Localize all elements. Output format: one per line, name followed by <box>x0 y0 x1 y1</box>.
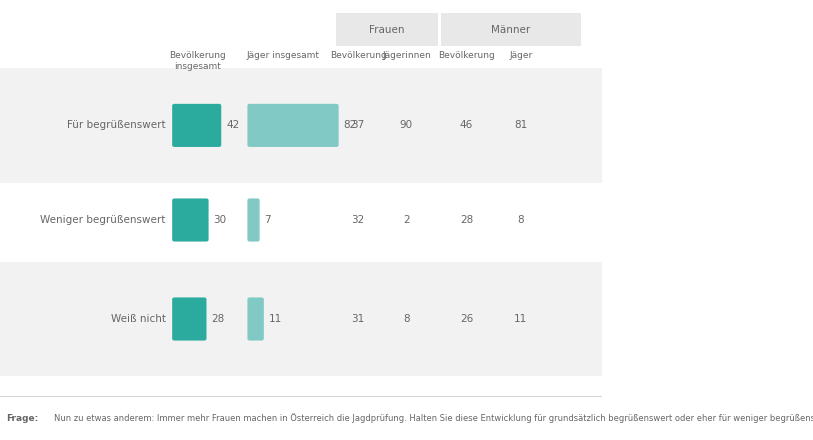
Text: 2: 2 <box>403 215 410 225</box>
FancyBboxPatch shape <box>247 297 264 341</box>
Text: 8: 8 <box>517 215 524 225</box>
Text: Frage:: Frage: <box>6 414 38 422</box>
Text: 11: 11 <box>268 314 282 324</box>
FancyBboxPatch shape <box>172 297 207 341</box>
Text: Jägerinnen: Jägerinnen <box>382 51 431 59</box>
Text: Nun zu etwas anderem: Immer mehr Frauen machen in Österreich die Jagdprüfung. Ha: Nun zu etwas anderem: Immer mehr Frauen … <box>54 413 813 423</box>
Text: 28: 28 <box>211 314 224 324</box>
Text: 32: 32 <box>351 215 365 225</box>
Text: 81: 81 <box>514 121 528 130</box>
FancyBboxPatch shape <box>441 13 581 46</box>
Text: 26: 26 <box>460 314 473 324</box>
Text: Weniger begrüßenswert: Weniger begrüßenswert <box>40 215 166 225</box>
FancyBboxPatch shape <box>0 68 602 183</box>
Text: Frauen: Frauen <box>369 25 405 35</box>
Text: 7: 7 <box>264 215 271 225</box>
Text: 90: 90 <box>400 121 413 130</box>
Text: Weiß nicht: Weiß nicht <box>111 314 166 324</box>
Text: Bevölkerung: Bevölkerung <box>438 51 495 59</box>
FancyBboxPatch shape <box>172 104 221 147</box>
Text: 30: 30 <box>213 215 227 225</box>
Text: 31: 31 <box>351 314 365 324</box>
Text: Jäger insgesamt: Jäger insgesamt <box>246 51 320 59</box>
Text: 28: 28 <box>460 215 473 225</box>
Text: Für begrüßenswert: Für begrüßenswert <box>67 121 166 130</box>
FancyBboxPatch shape <box>172 198 209 242</box>
Text: Männer: Männer <box>492 25 531 35</box>
Text: 82: 82 <box>343 121 357 130</box>
FancyBboxPatch shape <box>336 13 438 46</box>
Text: Bevölkerung: Bevölkerung <box>330 51 386 59</box>
Text: Jäger: Jäger <box>509 51 533 59</box>
FancyBboxPatch shape <box>0 262 602 376</box>
Text: 42: 42 <box>226 121 239 130</box>
Text: 8: 8 <box>403 314 410 324</box>
Text: 11: 11 <box>514 314 528 324</box>
FancyBboxPatch shape <box>247 104 339 147</box>
Text: 37: 37 <box>351 121 365 130</box>
FancyBboxPatch shape <box>247 198 259 242</box>
Text: 46: 46 <box>460 121 473 130</box>
Text: Bevölkerung
insgesamt: Bevölkerung insgesamt <box>169 51 226 71</box>
